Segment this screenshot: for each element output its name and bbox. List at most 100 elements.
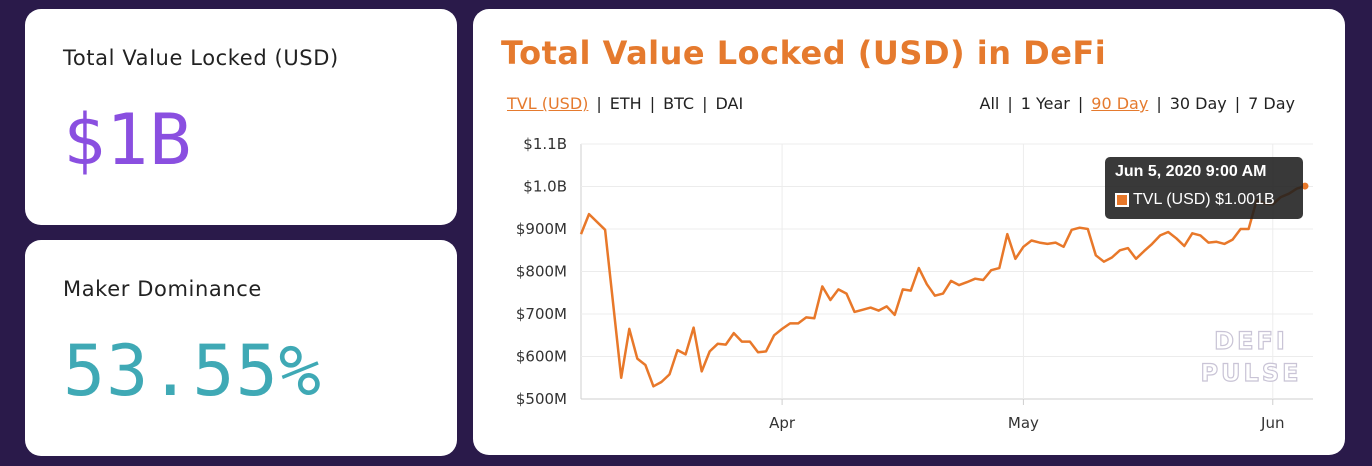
tvl-data-point[interactable] — [748, 340, 751, 343]
tvl-data-point[interactable] — [1118, 249, 1121, 252]
tab-range-1-year[interactable]: 1 Year — [1020, 94, 1070, 113]
tvl-data-point[interactable] — [668, 373, 671, 376]
tvl-card: Total Value Locked (USD) $1B — [25, 9, 457, 225]
tooltip-date: Jun 5, 2020 9:00 AM — [1115, 163, 1267, 180]
tvl-data-point[interactable] — [941, 292, 944, 295]
tvl-data-point[interactable] — [1215, 240, 1218, 243]
tvl-data-point[interactable] — [789, 322, 792, 325]
tvl-data-point[interactable] — [1143, 250, 1146, 253]
tvl-data-point[interactable] — [1054, 241, 1057, 244]
tvl-data-point[interactable] — [821, 285, 824, 288]
tvl-data-point[interactable] — [604, 228, 607, 231]
watermark-pulse: PULSE — [1200, 359, 1301, 387]
tab-eth[interactable]: ETH — [609, 94, 642, 113]
tvl-data-point[interactable] — [1022, 245, 1025, 248]
tvl-data-point[interactable] — [676, 349, 679, 352]
tvl-data-point[interactable] — [1110, 256, 1113, 259]
tvl-data-point[interactable] — [1167, 230, 1170, 233]
tvl-data-point[interactable] — [974, 277, 977, 280]
tvl-data-point[interactable] — [950, 279, 953, 282]
tvl-data-point[interactable] — [636, 357, 639, 360]
tvl-data-point[interactable] — [958, 284, 961, 287]
tvl-data-point[interactable] — [1231, 238, 1234, 241]
tvl-data-point[interactable] — [966, 281, 969, 284]
tab-dai[interactable]: DAI — [715, 94, 744, 113]
tab-range-30-day[interactable]: 30 Day — [1169, 94, 1227, 113]
tvl-data-point[interactable] — [1301, 182, 1309, 190]
tvl-data-point[interactable] — [1239, 228, 1242, 231]
tvl-data-point[interactable] — [805, 316, 808, 319]
tvl-data-point[interactable] — [829, 298, 832, 301]
tvl-data-point[interactable] — [1070, 228, 1073, 231]
tvl-data-point[interactable] — [925, 283, 928, 286]
tvl-data-point[interactable] — [781, 327, 784, 330]
tvl-data-point[interactable] — [1030, 239, 1033, 242]
tvl-line-chart[interactable]: DEFI PULSE $1.1B $1.0B $900M $800M $700M $600… — [473, 9, 1345, 455]
tvl-data-point[interactable] — [853, 310, 856, 313]
tvl-data-point[interactable] — [773, 334, 776, 337]
tvl-data-point[interactable] — [1175, 237, 1178, 240]
tvl-data-point[interactable] — [1062, 245, 1065, 248]
tvl-data-point[interactable] — [998, 267, 1001, 270]
tvl-data-point[interactable] — [933, 294, 936, 297]
tab-range-7-day[interactable]: 7 Day — [1248, 94, 1295, 113]
tvl-data-point[interactable] — [580, 233, 583, 236]
tvl-data-point[interactable] — [1014, 257, 1017, 260]
tvl-data-point[interactable] — [724, 343, 727, 346]
tvl-data-point[interactable] — [917, 267, 920, 270]
tvl-data-point[interactable] — [1223, 242, 1226, 245]
tvl-data-point[interactable] — [982, 279, 985, 282]
tvl-data-point[interactable] — [756, 351, 759, 354]
tvl-data-point[interactable] — [644, 364, 647, 367]
tooltip-series-swatch — [1115, 193, 1129, 207]
tvl-data-point[interactable] — [861, 308, 864, 311]
tvl-data-point[interactable] — [1183, 245, 1186, 248]
tvl-data-point[interactable] — [1199, 234, 1202, 237]
tvl-data-point[interactable] — [1102, 260, 1105, 263]
tvl-data-point[interactable] — [1126, 247, 1129, 250]
tvl-data-point[interactable] — [869, 306, 872, 309]
tvl-data-point[interactable] — [893, 313, 896, 316]
tvl-data-point[interactable] — [909, 289, 912, 292]
tvl-data-point[interactable] — [1078, 226, 1081, 229]
tvl-data-point[interactable] — [660, 381, 663, 384]
tvl-data-point[interactable] — [813, 317, 816, 320]
tab-range-90-day[interactable]: 90 Day — [1091, 94, 1149, 113]
tvl-data-point[interactable] — [1191, 232, 1194, 235]
y-tick-label: $1.1B — [523, 135, 567, 153]
tvl-data-point[interactable] — [708, 350, 711, 353]
tvl-data-point[interactable] — [885, 305, 888, 308]
tab-range-all[interactable]: All — [979, 94, 1000, 113]
tvl-data-point[interactable] — [1094, 254, 1097, 257]
tvl-data-point[interactable] — [845, 292, 848, 295]
tvl-data-point[interactable] — [877, 309, 880, 312]
x-tick-label: May — [1008, 414, 1039, 432]
tvl-data-point[interactable] — [620, 376, 623, 379]
tvl-data-point[interactable] — [692, 326, 695, 329]
tvl-data-point[interactable] — [1006, 233, 1009, 236]
tvl-data-point[interactable] — [1086, 228, 1089, 231]
tvl-data-point[interactable] — [990, 269, 993, 272]
tvl-data-point[interactable] — [652, 385, 655, 388]
tvl-data-point[interactable] — [716, 342, 719, 345]
tvl-data-point[interactable] — [1151, 242, 1154, 245]
tab-tvl-usd[interactable]: TVL (USD) — [507, 94, 589, 113]
tvl-series-line[interactable] — [579, 184, 1306, 388]
tvl-data-point[interactable] — [740, 340, 743, 343]
tvl-data-point[interactable] — [1159, 234, 1162, 237]
tvl-data-point[interactable] — [628, 327, 631, 330]
tvl-data-point[interactable] — [837, 288, 840, 291]
tvl-data-point[interactable] — [588, 213, 591, 216]
tvl-data-point[interactable] — [700, 370, 703, 373]
tvl-data-point[interactable] — [1135, 257, 1138, 260]
tab-btc[interactable]: BTC — [663, 94, 695, 113]
tvl-data-point[interactable] — [684, 353, 687, 356]
tvl-data-point[interactable] — [901, 288, 904, 291]
tvl-data-point[interactable] — [1247, 228, 1250, 231]
tvl-data-point[interactable] — [797, 322, 800, 325]
tvl-data-point[interactable] — [1046, 242, 1049, 245]
tvl-data-point[interactable] — [1038, 241, 1041, 244]
tvl-data-point[interactable] — [732, 332, 735, 335]
tvl-data-point[interactable] — [1207, 241, 1210, 244]
tvl-data-point[interactable] — [765, 350, 768, 353]
